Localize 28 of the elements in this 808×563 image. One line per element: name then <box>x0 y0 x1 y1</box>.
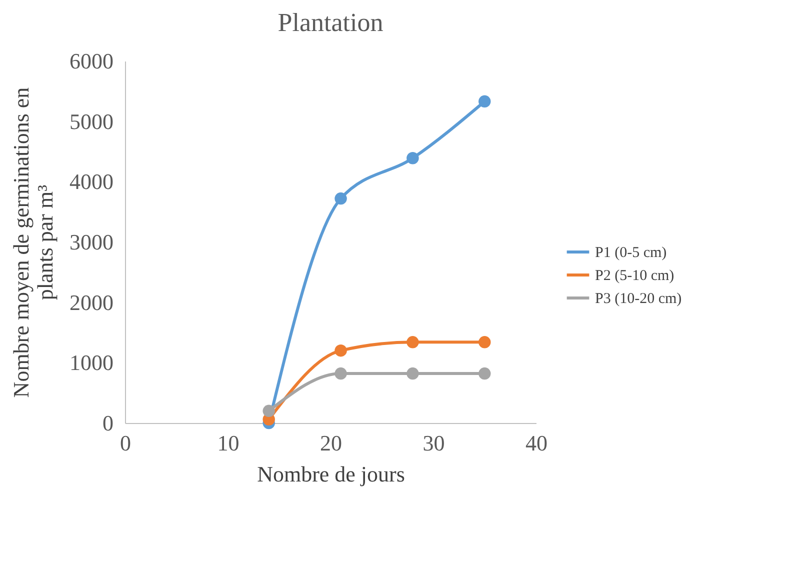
y-tick-label: 3000 <box>70 230 114 254</box>
x-tick-label: 20 <box>320 430 342 456</box>
x-axis-title: Nombre de jours <box>257 462 405 486</box>
point <box>334 344 347 357</box>
y-axis-title: Nombre moyen de germinations en plants par m³ <box>8 87 58 398</box>
y-tick-label: 4000 <box>70 169 114 194</box>
y-tick-label: 2000 <box>70 290 114 315</box>
point <box>478 367 491 380</box>
point <box>334 367 347 380</box>
x-tick-label: 40 <box>526 430 548 456</box>
y-tick-label: 1000 <box>70 350 114 376</box>
legend-label: P2 (5-10 cm) <box>595 268 674 284</box>
point <box>262 404 275 418</box>
y-tick-label: 6000 <box>70 48 114 74</box>
legend-label: P3 (10-20 cm) <box>595 291 682 307</box>
point <box>478 95 491 108</box>
x-tick-label: 10 <box>217 430 240 456</box>
x-tick-label: 30 <box>422 430 445 456</box>
point <box>406 336 419 348</box>
y-tick-label: 5000 <box>70 108 114 134</box>
point <box>406 152 419 164</box>
point <box>406 367 419 380</box>
y-tick-label: 0 <box>102 410 114 436</box>
x-tick-label: 0 <box>120 430 131 456</box>
point <box>478 336 491 348</box>
point <box>334 192 347 205</box>
legend-label: P1 (0-5 cm) <box>595 245 667 261</box>
chart-title: Plantation <box>278 8 384 37</box>
